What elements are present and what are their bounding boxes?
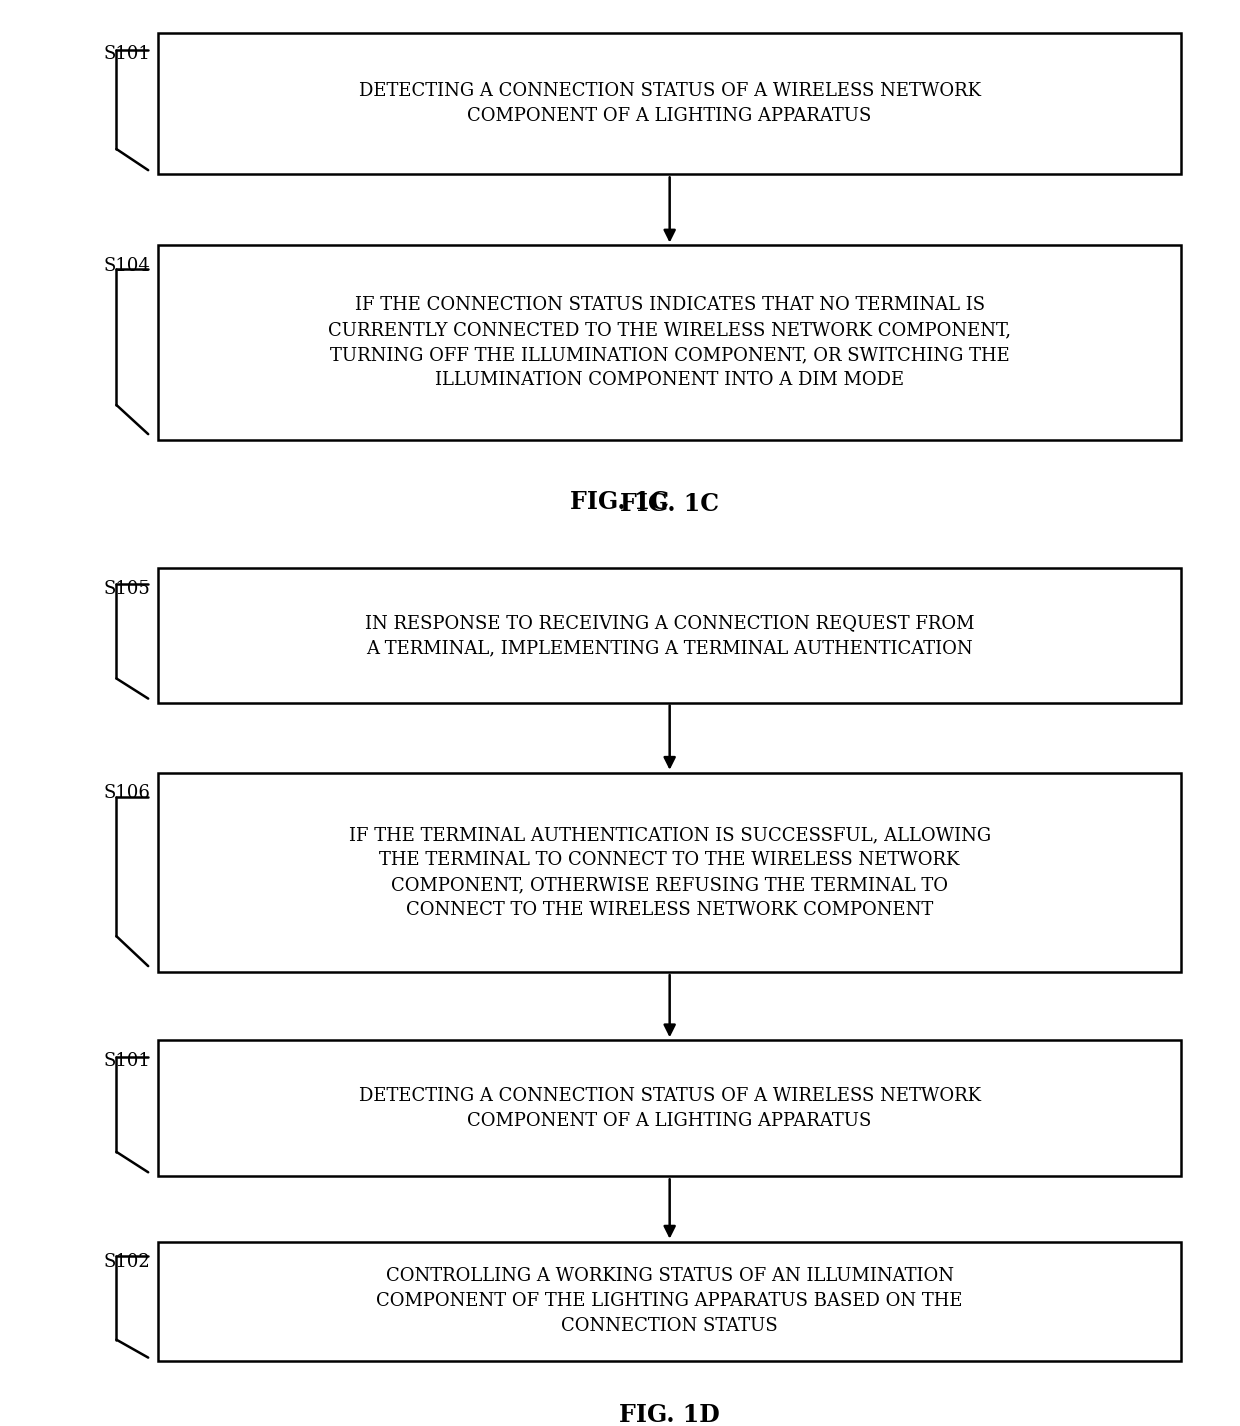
Text: FIG. 1D: FIG. 1D <box>619 1403 720 1426</box>
Text: S106: S106 <box>103 784 150 803</box>
Text: S102: S102 <box>103 1253 150 1271</box>
Text: CONTROLLING A WORKING STATUS OF AN ILLUMINATION
COMPONENT OF THE LIGHTING APPARA: CONTROLLING A WORKING STATUS OF AN ILLUM… <box>377 1268 963 1335</box>
Bar <box>159 569 1182 703</box>
Text: DETECTING A CONNECTION STATUS OF A WIRELESS NETWORK
COMPONENT OF A LIGHTING APPA: DETECTING A CONNECTION STATUS OF A WIREL… <box>358 1087 981 1129</box>
Text: S105: S105 <box>103 580 150 597</box>
Text: IF THE TERMINAL AUTHENTICATION IS SUCCESSFUL, ALLOWING
THE TERMINAL TO CONNECT T: IF THE TERMINAL AUTHENTICATION IS SUCCES… <box>348 826 991 918</box>
Text: IF THE CONNECTION STATUS INDICATES THAT NO TERMINAL IS
CURRENTLY CONNECTED TO TH: IF THE CONNECTION STATUS INDICATES THAT … <box>329 297 1011 389</box>
Bar <box>159 773 1182 973</box>
Text: FIG. 1C: FIG. 1C <box>620 492 719 516</box>
Text: S101: S101 <box>103 46 150 63</box>
Bar <box>159 1242 1182 1362</box>
Text: S104: S104 <box>103 257 150 275</box>
Text: IN RESPONSE TO RECEIVING A CONNECTION REQUEST FROM
A TERMINAL, IMPLEMENTING A TE: IN RESPONSE TO RECEIVING A CONNECTION RE… <box>365 615 975 657</box>
Bar <box>159 33 1182 174</box>
Bar <box>159 245 1182 441</box>
Text: DETECTING A CONNECTION STATUS OF A WIRELESS NETWORK
COMPONENT OF A LIGHTING APPA: DETECTING A CONNECTION STATUS OF A WIREL… <box>358 83 981 125</box>
Text: FIG. 1C: FIG. 1C <box>570 491 670 515</box>
Text: S101: S101 <box>103 1052 150 1070</box>
Bar <box>159 1040 1182 1176</box>
